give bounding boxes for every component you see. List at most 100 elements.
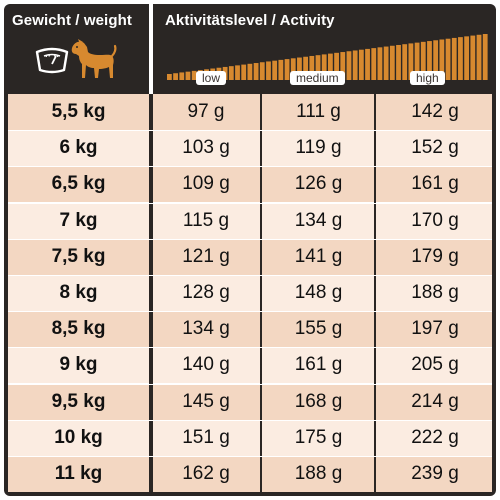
medium-activity-cell: 119 g (295, 137, 342, 158)
ramp-bar (266, 61, 271, 80)
ramp-bar (328, 53, 333, 80)
ramp-bar (191, 70, 197, 80)
table-row: 7 kg 115 g 134 g 170 g (8, 203, 492, 239)
medium-activity-cell: 134 g (294, 210, 343, 231)
high-activity-cell: 152 g (411, 137, 459, 158)
high-activity-cell: 142 g (411, 101, 459, 122)
low-activity-cell: 109 g (182, 173, 230, 194)
medium-activity-cell: 111 g (296, 101, 341, 122)
ramp-bar (241, 64, 247, 80)
ramp-bar (278, 59, 284, 80)
weight-cell: 6 kg (59, 137, 98, 158)
weight-cell: 11 kg (54, 463, 103, 484)
low-activity-cell: 97 g (187, 101, 225, 122)
ramp-bar (464, 36, 470, 80)
table-row: 6,5 kg 109 g 126 g 161 g (8, 166, 492, 202)
low-activity-cell: 140 g (182, 354, 230, 375)
low-activity-cell: 115 g (182, 210, 230, 231)
row-divider (8, 347, 492, 348)
table-row: 8,5 kg 134 g 155 g 197 g (8, 311, 492, 347)
medium-activity-cell: 161 g (294, 354, 343, 375)
level-low-label: low (196, 71, 227, 85)
ramp-bar (402, 44, 408, 80)
medium-activity-cell: 155 g (294, 318, 343, 339)
column-divider-weight (149, 94, 153, 492)
medium-activity-cell: 175 g (294, 427, 343, 448)
row-divider (8, 420, 492, 421)
ramp-bar (340, 52, 346, 80)
low-activity-cell: 121 g (182, 246, 230, 267)
ramp-bar (389, 45, 395, 80)
ramp-bar (408, 43, 414, 80)
ramp-bar (185, 71, 191, 80)
ramp-bar (414, 42, 420, 80)
ramp-bar (303, 56, 309, 80)
table-row: 5,5 kg 97 g 111 g 142 g (8, 94, 492, 130)
ramp-bar (173, 73, 178, 80)
header-divider (149, 4, 153, 94)
feeding-table: Gewicht / weight Aktivitätslevel / Activ… (4, 4, 496, 496)
high-activity-cell: 188 g (411, 282, 459, 303)
ramp-bar (396, 44, 401, 80)
high-activity-cell: 197 g (411, 318, 459, 339)
table-row: 7,5 kg 121 g 141 g 179 g (8, 239, 492, 275)
row-divider (8, 384, 492, 385)
high-activity-cell: 239 g (411, 463, 459, 484)
ramp-bar (253, 63, 259, 80)
ramp-bar (259, 62, 265, 80)
row-divider (8, 239, 492, 240)
weight-header-title: Gewicht / weight (12, 12, 132, 29)
ramp-bar (290, 58, 296, 80)
ramp-bar (179, 72, 185, 80)
low-activity-cell: 134 g (182, 318, 230, 339)
table-row: 11 kg 162 g 188 g 239 g (8, 456, 492, 492)
weight-cell: 7 kg (59, 210, 98, 231)
ramp-bar (358, 49, 364, 80)
ramp-bar (365, 48, 370, 80)
weight-cell: 6,5 kg (51, 173, 106, 194)
ramp-bar (315, 55, 321, 80)
medium-activity-cell: 188 g (294, 463, 343, 484)
weight-header: Gewicht / weight (4, 4, 149, 94)
level-high-label: high (410, 71, 445, 85)
ramp-bar (321, 54, 327, 80)
weight-cell: 7,5 kg (51, 246, 106, 267)
high-activity-cell: 179 g (411, 246, 459, 267)
weight-cell: 8 kg (59, 282, 98, 303)
ramp-bar (476, 34, 482, 80)
ramp-bar (377, 47, 383, 80)
row-divider (8, 311, 492, 312)
medium-activity-cell: 141 g (294, 246, 343, 267)
low-activity-cell: 103 g (182, 137, 230, 158)
ramp-bar (235, 65, 240, 80)
feeding-table-body: 11 kg 162 g 188 g 239 g 10 kg 151 g 175 g 222 g… (8, 94, 492, 492)
ramp-bar (167, 74, 172, 80)
ramp-bar (309, 55, 315, 80)
ramp-bar (247, 63, 253, 80)
ramp-bar (420, 41, 426, 80)
scale-icon (35, 47, 69, 74)
high-activity-cell: 161 g (411, 173, 459, 194)
ramp-bar (346, 51, 352, 80)
table-row: 8 kg 128 g 148 g 188 g (8, 275, 492, 311)
weight-cell: 9 kg (59, 354, 98, 375)
activity-header-title: Aktivitätslevel / Activity (165, 12, 335, 29)
ramp-bar (482, 34, 488, 80)
weight-cell: 10 kg (54, 427, 103, 448)
ramp-bar (451, 37, 457, 80)
high-activity-cell: 214 g (411, 391, 459, 412)
level-medium-label: medium (290, 71, 345, 85)
ramp-bar (371, 48, 377, 80)
weight-cell: 8,5 kg (51, 318, 106, 339)
medium-activity-cell: 168 g (294, 391, 343, 412)
medium-activity-cell: 148 g (294, 282, 343, 303)
high-activity-cell: 205 g (411, 354, 459, 375)
ramp-bar (433, 40, 439, 80)
weight-cell: 5,5 kg (51, 101, 106, 122)
ramp-bar (445, 38, 451, 80)
ramp-bar (297, 57, 302, 80)
column-divider-low (260, 94, 262, 492)
ramp-bar (383, 46, 389, 80)
ramp-bar (427, 41, 432, 80)
high-activity-cell: 222 g (411, 427, 459, 448)
